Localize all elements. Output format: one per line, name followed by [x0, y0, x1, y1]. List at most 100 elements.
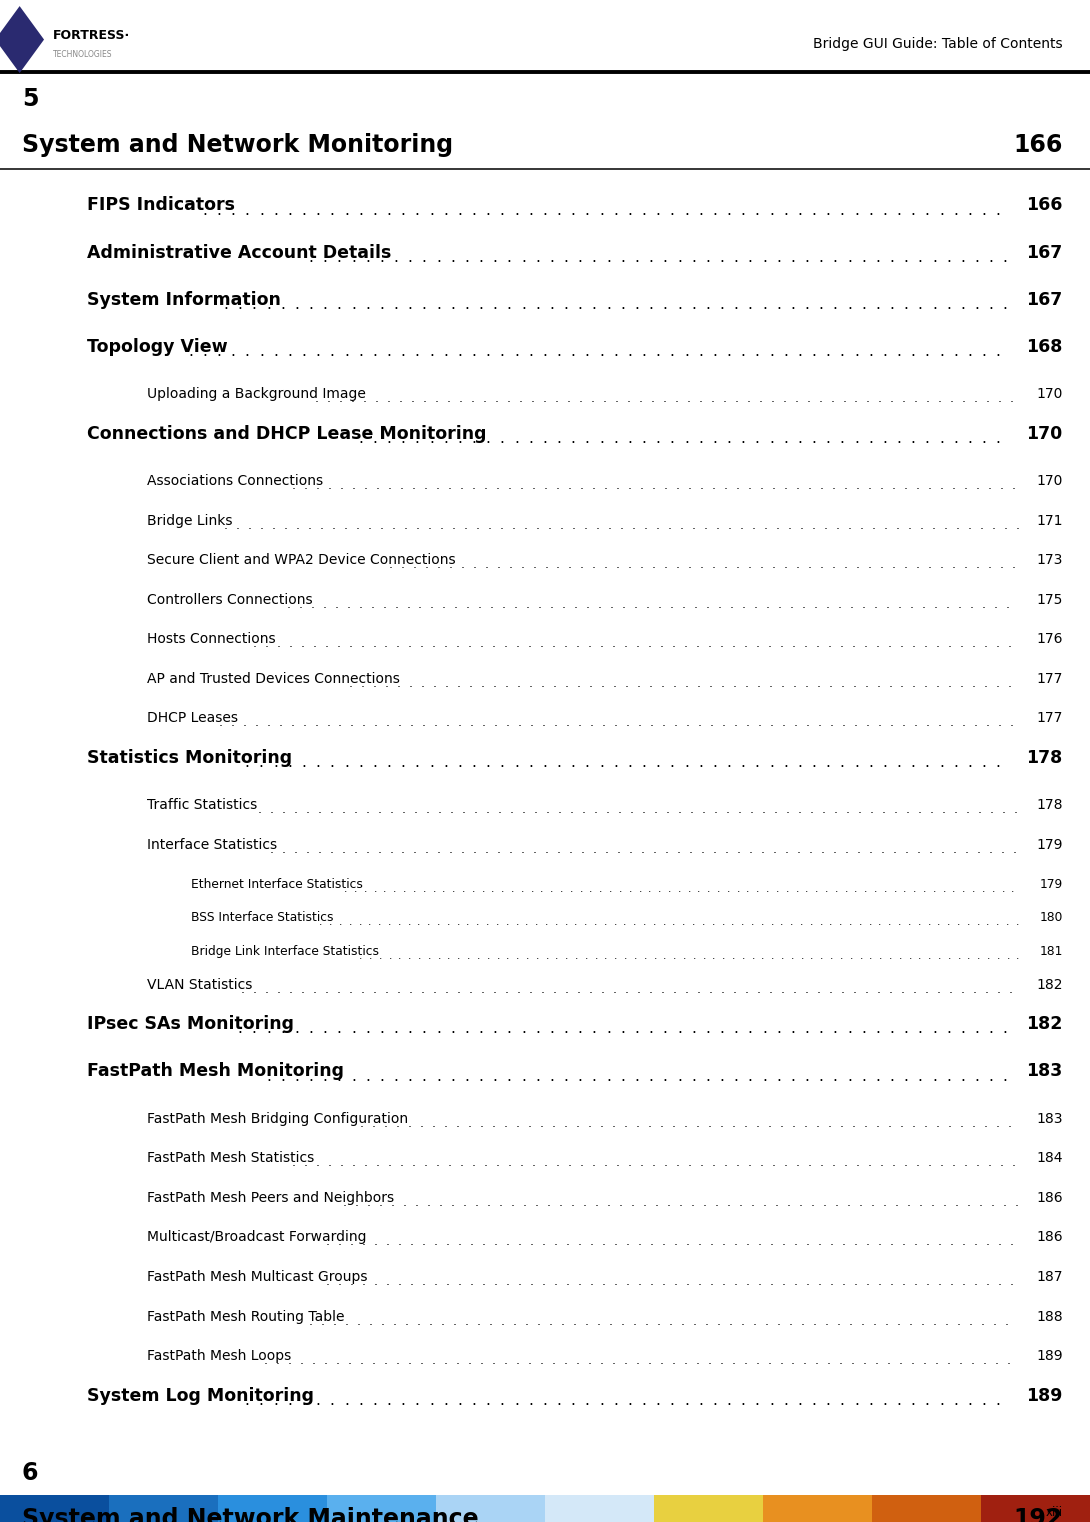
Text: .: .	[727, 431, 731, 446]
Text: .: .	[826, 598, 829, 610]
Text: 184: 184	[1037, 1151, 1063, 1166]
Text: .: .	[415, 755, 420, 770]
Text: .: .	[634, 598, 638, 610]
Text: .: .	[992, 884, 995, 893]
Text: .: .	[620, 1068, 625, 1084]
Text: .: .	[482, 884, 485, 893]
Text: .: .	[336, 638, 340, 650]
Text: .: .	[996, 677, 1000, 689]
Text: .: .	[790, 951, 795, 960]
Text: .: .	[889, 1021, 894, 1036]
Text: .: .	[820, 559, 824, 571]
Text: .: .	[470, 1236, 474, 1248]
Text: .: .	[835, 1196, 838, 1208]
Text: .: .	[413, 843, 417, 855]
Text: .: .	[641, 843, 645, 855]
Text: .: .	[511, 1196, 514, 1208]
Text: .: .	[549, 1068, 554, 1084]
Text: .: .	[378, 804, 381, 816]
Text: .: .	[574, 951, 579, 960]
Text: .: .	[429, 431, 434, 446]
Text: .: .	[552, 1117, 556, 1129]
Text: .: .	[904, 250, 908, 265]
Text: .: .	[970, 598, 973, 610]
Text: .: .	[492, 1355, 495, 1367]
Text: .: .	[519, 393, 522, 405]
Text: .: .	[768, 677, 772, 689]
Text: .: .	[810, 804, 813, 816]
Text: .: .	[584, 951, 589, 960]
Text: .: .	[620, 1021, 625, 1036]
Text: .: .	[898, 951, 903, 960]
Text: .: .	[663, 918, 666, 927]
Text: .: .	[699, 431, 703, 446]
Text: .: .	[850, 598, 853, 610]
Text: .: .	[791, 1355, 795, 1367]
Text: .: .	[904, 1021, 908, 1036]
Text: .: .	[954, 804, 957, 816]
Text: .: .	[504, 1117, 508, 1129]
Text: .: .	[541, 983, 545, 995]
Text: .: .	[560, 884, 564, 893]
Text: .: .	[917, 843, 921, 855]
Text: .: .	[747, 884, 750, 893]
Text: .: .	[352, 1157, 355, 1169]
Text: .: .	[266, 297, 270, 312]
Text: .: .	[735, 393, 738, 405]
Text: .: .	[770, 1275, 774, 1288]
Text: .: .	[895, 1196, 898, 1208]
Text: .: .	[580, 1157, 583, 1169]
Text: .: .	[238, 297, 242, 312]
Text: Bridge GUI Guide: Table of Contents: Bridge GUI Guide: Table of Contents	[813, 37, 1063, 52]
Text: .: .	[336, 1355, 339, 1367]
Text: .: .	[571, 202, 576, 218]
Text: .: .	[748, 1021, 752, 1036]
Text: .: .	[387, 344, 391, 359]
Text: .: .	[849, 951, 853, 960]
Text: xiii: xiii	[1045, 1505, 1063, 1519]
Text: .: .	[924, 983, 929, 995]
Text: .: .	[604, 951, 608, 960]
Text: .: .	[918, 1068, 922, 1084]
Text: .: .	[319, 918, 323, 927]
Text: .: .	[720, 677, 724, 689]
Text: .: .	[1003, 1021, 1007, 1036]
Text: .: .	[771, 918, 774, 927]
Text: .: .	[760, 479, 763, 492]
Bar	[436, 1495, 545, 1522]
Text: .: .	[395, 598, 398, 610]
Text: .: .	[342, 804, 346, 816]
Text: .: .	[888, 677, 892, 689]
Text: .: .	[698, 884, 701, 893]
Text: .: .	[588, 638, 592, 650]
Text: .: .	[288, 1355, 291, 1367]
Text: .: .	[699, 393, 702, 405]
Text: .: .	[408, 1117, 412, 1129]
Text: .: .	[691, 297, 695, 312]
Text: .: .	[668, 884, 671, 893]
Text: .: .	[330, 1393, 335, 1408]
Text: .: .	[936, 677, 940, 689]
Text: .: .	[457, 677, 460, 689]
Text: .: .	[928, 559, 932, 571]
Text: .: .	[703, 519, 707, 531]
Text: .: .	[947, 1355, 950, 1367]
Text: .: .	[372, 1117, 376, 1129]
Text: .: .	[517, 677, 520, 689]
Text: .: .	[585, 202, 590, 218]
Text: .: .	[339, 393, 342, 405]
Text: .: .	[701, 843, 705, 855]
Text: .: .	[713, 843, 717, 855]
Text: .: .	[481, 983, 485, 995]
Text: .: .	[288, 638, 292, 650]
Text: .: .	[990, 804, 993, 816]
Text: .: .	[590, 884, 593, 893]
Text: .: .	[543, 202, 547, 218]
Text: .: .	[385, 677, 388, 689]
Text: .: .	[422, 1021, 426, 1036]
Text: .: .	[819, 1068, 823, 1084]
Text: .: .	[795, 393, 798, 405]
Text: .: .	[877, 1275, 882, 1288]
Text: .: .	[351, 393, 354, 405]
Text: .: .	[396, 638, 400, 650]
